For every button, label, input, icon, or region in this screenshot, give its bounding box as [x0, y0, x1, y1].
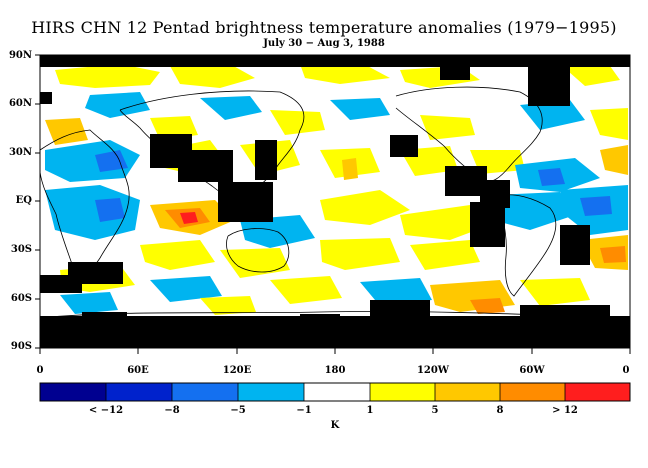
missing-data-blocks — [40, 55, 630, 348]
lon-label-60w: 60W — [519, 365, 545, 376]
lon-label-0: 0 — [36, 365, 44, 376]
colorbar-label-5: 1 — [366, 405, 374, 416]
lon-label-120w: 120W — [416, 365, 450, 376]
colorbar — [39, 382, 631, 402]
colorbar-label-2: −8 — [164, 405, 180, 416]
colorbar-swatch-7 — [435, 383, 500, 401]
colorbar-swatch-5 — [304, 383, 370, 401]
colorbar-label-1: < −12 — [88, 405, 124, 416]
lat-label-60s: 60S — [10, 293, 32, 304]
lat-label-30n: 30N — [8, 147, 32, 158]
colorbar-swatch-8 — [500, 383, 565, 401]
colorbar-unit: K — [330, 420, 340, 431]
map-subtitle: July 30 − Aug 3, 1988 — [263, 38, 385, 49]
colorbar-label-6: 5 — [431, 405, 439, 416]
axis-ticks — [35, 54, 631, 354]
colorbar-swatch-4 — [238, 383, 304, 401]
colorbar-label-7: 8 — [496, 405, 504, 416]
lat-label-60n: 60N — [8, 98, 32, 109]
lat-label-90n: 90N — [8, 50, 32, 61]
lon-label-60e: 60E — [127, 365, 149, 376]
lon-label-180: 180 — [324, 365, 346, 376]
map-title: HIRS CHN 12 Pentad brightness temperatur… — [31, 18, 617, 37]
colorbar-label-3: −5 — [230, 405, 246, 416]
colorbar-swatch-2 — [106, 383, 172, 401]
lon-label-120e: 120E — [222, 365, 252, 376]
colorbar-label-8: > 12 — [552, 405, 578, 416]
coastlines — [39, 86, 631, 319]
lat-label-30s: 30S — [10, 244, 32, 255]
colorbar-swatch-3 — [172, 383, 238, 401]
lon-label-0-end: 0 — [622, 365, 630, 376]
lat-label-eq: EQ — [15, 195, 32, 206]
colorbar-label-4: −1 — [296, 405, 312, 416]
colorbar-swatch-1 — [40, 383, 106, 401]
lat-label-90s: 90S — [10, 341, 32, 352]
colorbar-swatch-9 — [565, 383, 630, 401]
colorbar-swatch-6 — [370, 383, 435, 401]
